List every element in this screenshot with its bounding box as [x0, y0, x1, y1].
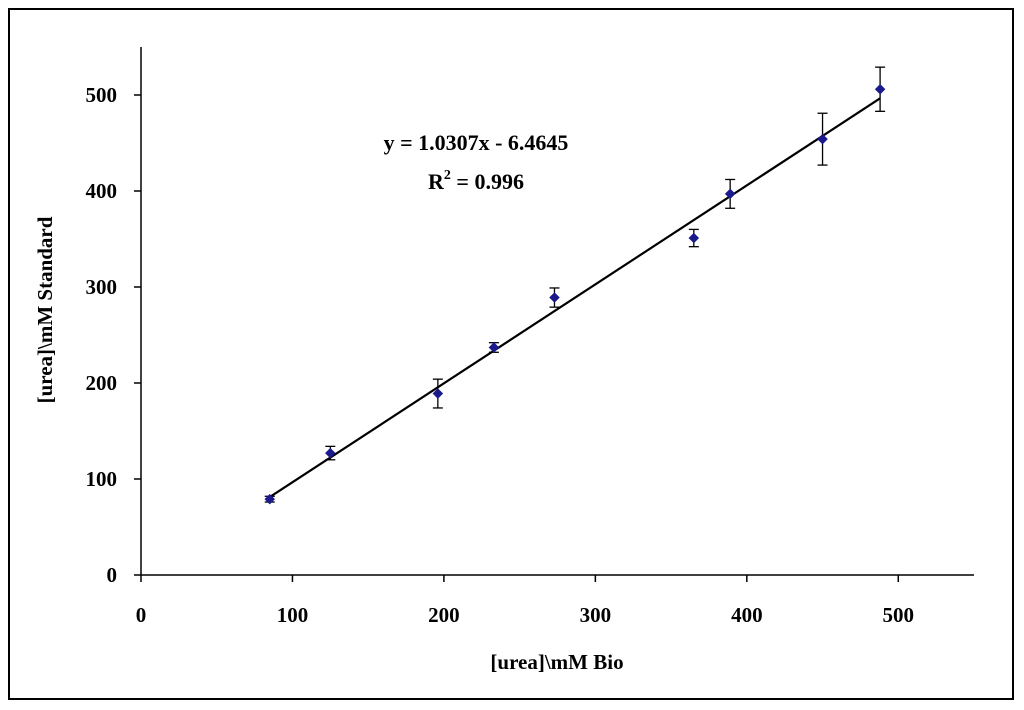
y-tick-label: 300 — [86, 275, 118, 299]
x-tick-label: 300 — [580, 603, 612, 627]
data-point — [549, 292, 560, 303]
trendline — [269, 97, 881, 499]
y-tick-label: 400 — [86, 179, 118, 203]
data-points — [264, 83, 886, 505]
y-axis-label: [urea]\mM Standard — [33, 216, 57, 403]
r-squared-prefix: R — [428, 169, 445, 194]
data-point — [432, 388, 444, 399]
chart-frame — [8, 8, 1014, 700]
x-tick-label: 500 — [883, 603, 915, 627]
data-point — [488, 342, 500, 353]
error-bars — [264, 66, 886, 503]
data-point — [324, 447, 336, 459]
r-squared-label: R2 = 0.996 — [428, 168, 524, 194]
x-tick-label: 200 — [428, 603, 460, 627]
y-tick-label: 0 — [107, 563, 118, 587]
y-tick-label: 500 — [86, 83, 118, 107]
data-point — [874, 83, 886, 95]
y-tick-label: 200 — [86, 371, 118, 395]
ticks: 0 100 200 300 400 500 0 100 200 300 400 500 — [86, 83, 915, 627]
r-squared-value: = 0.996 — [451, 169, 524, 194]
data-point — [817, 133, 828, 145]
trendline-equation: y = 1.0307x - 6.4645 — [384, 130, 569, 155]
data-point — [688, 232, 700, 244]
x-axis-label: [urea]\mM Bio — [490, 650, 623, 674]
data-point — [264, 493, 276, 505]
y-tick-label: 100 — [86, 467, 118, 491]
trendline-group — [269, 97, 881, 499]
x-tick-label: 400 — [731, 603, 763, 627]
r-squared-exponent: 2 — [444, 168, 451, 183]
x-tick-label: 100 — [277, 603, 309, 627]
data-point — [724, 188, 736, 200]
axes — [140, 47, 974, 576]
x-tick-label: 0 — [136, 603, 147, 627]
